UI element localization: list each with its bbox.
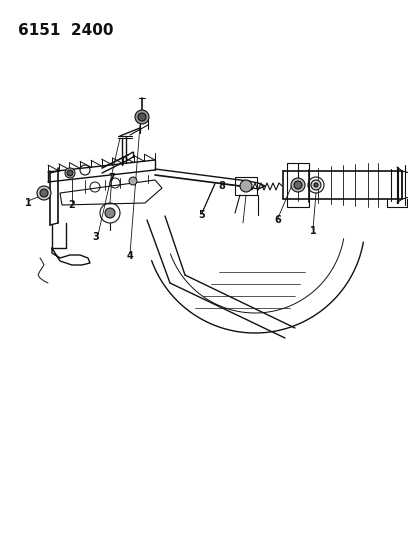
Text: 6: 6 [275, 215, 282, 225]
Circle shape [129, 177, 137, 185]
Circle shape [291, 178, 305, 192]
Bar [235, 177, 257, 195]
Circle shape [294, 181, 302, 189]
Circle shape [105, 208, 115, 218]
Bar [287, 163, 309, 207]
Text: 1: 1 [24, 198, 31, 208]
Text: 4: 4 [126, 251, 133, 261]
Circle shape [67, 170, 73, 176]
Text: 6151  2400: 6151 2400 [18, 23, 113, 38]
Text: 8: 8 [219, 181, 226, 191]
Text: 3: 3 [93, 232, 100, 242]
Circle shape [138, 113, 146, 121]
Text: 2: 2 [69, 200, 75, 210]
Text: 5: 5 [199, 210, 205, 220]
Circle shape [314, 183, 318, 187]
Circle shape [65, 168, 75, 178]
Text: 7: 7 [109, 173, 115, 183]
Circle shape [240, 180, 252, 192]
Text: 1: 1 [310, 226, 316, 236]
Circle shape [40, 189, 48, 197]
Circle shape [135, 110, 149, 124]
Circle shape [311, 180, 321, 190]
Circle shape [37, 186, 51, 200]
